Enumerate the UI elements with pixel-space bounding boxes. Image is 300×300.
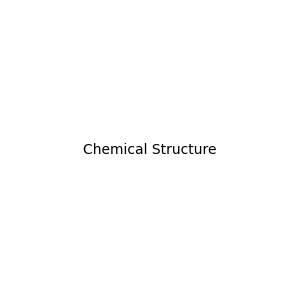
Text: Chemical Structure: Chemical Structure: [83, 143, 217, 157]
